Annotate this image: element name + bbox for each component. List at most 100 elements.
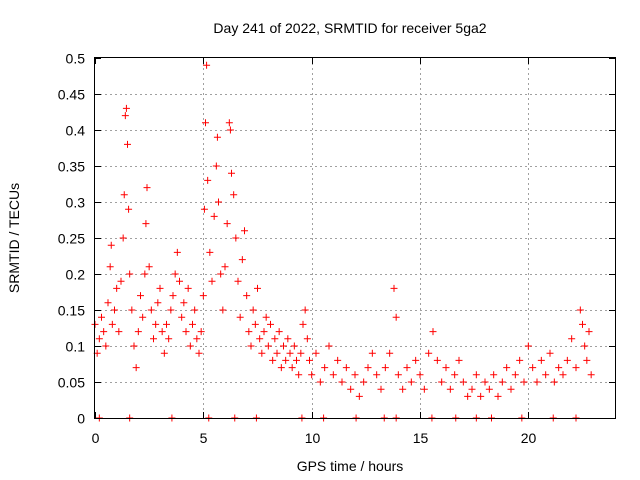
data-point [399, 385, 407, 393]
y-axis: 0 0.05 0.1 0.15 0.2 0.25 0.3 0.35 0.4 0.45 0.5 [58, 51, 615, 427]
data-point [576, 306, 584, 314]
data-point [301, 306, 309, 314]
data-point [446, 385, 454, 393]
data-points [91, 61, 595, 422]
data-point [171, 270, 179, 278]
data-point [120, 191, 128, 199]
data-point [254, 284, 261, 292]
data-point [477, 392, 485, 400]
data-point [212, 162, 220, 170]
data-point [306, 356, 313, 364]
data-point [524, 342, 532, 350]
data-point [122, 104, 130, 112]
data-point [225, 119, 233, 127]
data-point [104, 299, 112, 307]
data-point [143, 184, 151, 192]
data-point [256, 335, 264, 343]
data-point [223, 220, 231, 228]
data-point [293, 356, 300, 364]
data-point [377, 385, 385, 393]
data-point [193, 335, 201, 343]
data-point [232, 234, 240, 242]
data-point [329, 371, 337, 379]
y-tick-label: 0.2 [66, 267, 86, 283]
data-point [481, 378, 489, 386]
data-point [241, 227, 248, 235]
data-point [208, 277, 216, 285]
data-point [98, 313, 105, 321]
y-tick-label: 0.35 [58, 159, 85, 175]
data-point [160, 349, 168, 357]
y-tick-label: 0.45 [58, 87, 85, 103]
data-point [245, 328, 253, 336]
data-point [119, 234, 127, 242]
data-point [182, 328, 190, 336]
data-point [230, 191, 238, 199]
data-point [282, 356, 290, 364]
y-tick-label: 0.1 [66, 339, 86, 355]
x-tick-label: 20 [521, 430, 537, 446]
data-point [273, 349, 281, 357]
data-point [368, 349, 376, 357]
data-point [425, 349, 433, 357]
data-point [184, 284, 192, 292]
data-point [251, 320, 259, 328]
data-point [100, 328, 108, 336]
y-tick-label: 0 [77, 411, 85, 427]
data-point [180, 299, 188, 307]
data-point [563, 356, 571, 364]
data-point [503, 364, 511, 372]
data-point [145, 263, 153, 271]
data-point [507, 385, 515, 393]
data-point [516, 356, 524, 364]
data-point [403, 364, 411, 372]
data-point [472, 371, 480, 379]
data-point [433, 356, 441, 364]
data-point [163, 320, 170, 328]
data-point [442, 364, 450, 372]
data-point [390, 284, 398, 292]
data-point [258, 349, 266, 357]
data-point [226, 126, 234, 134]
data-point [438, 378, 446, 386]
data-point [308, 371, 316, 379]
data-point [95, 335, 103, 343]
data-point [583, 356, 591, 364]
data-point [197, 328, 205, 336]
data-point [316, 378, 324, 386]
data-point [555, 364, 563, 372]
data-point [236, 313, 244, 321]
data-point [176, 277, 183, 285]
x-axis-label: GPS time / hours [297, 458, 404, 474]
x-tick-label: 5 [200, 430, 208, 446]
data-point [132, 364, 140, 372]
data-point [215, 198, 222, 206]
data-point [416, 371, 424, 379]
data-point [260, 328, 268, 336]
data-point [568, 335, 576, 343]
data-point [299, 320, 307, 328]
data-point [167, 306, 175, 314]
data-point [295, 371, 303, 379]
x-axis: 0 5 10 15 20 [92, 58, 537, 446]
data-point [142, 220, 150, 228]
data-point [572, 364, 580, 372]
data-point [200, 205, 208, 213]
data-point [137, 292, 144, 300]
x-tick-label: 0 [92, 430, 100, 446]
grid-lines [95, 58, 615, 418]
data-point [178, 313, 186, 321]
data-point [191, 306, 199, 314]
data-point [498, 378, 506, 386]
data-point [264, 342, 272, 350]
data-point [139, 313, 147, 321]
data-point [202, 119, 209, 127]
data-point [165, 335, 173, 343]
data-point [280, 342, 287, 350]
data-point [360, 378, 368, 386]
data-point [277, 364, 285, 372]
y-tick-label: 0.15 [58, 303, 85, 319]
data-point [141, 270, 149, 278]
chart-title: Day 241 of 2022, SRMTID for receiver 5ga… [213, 20, 486, 36]
